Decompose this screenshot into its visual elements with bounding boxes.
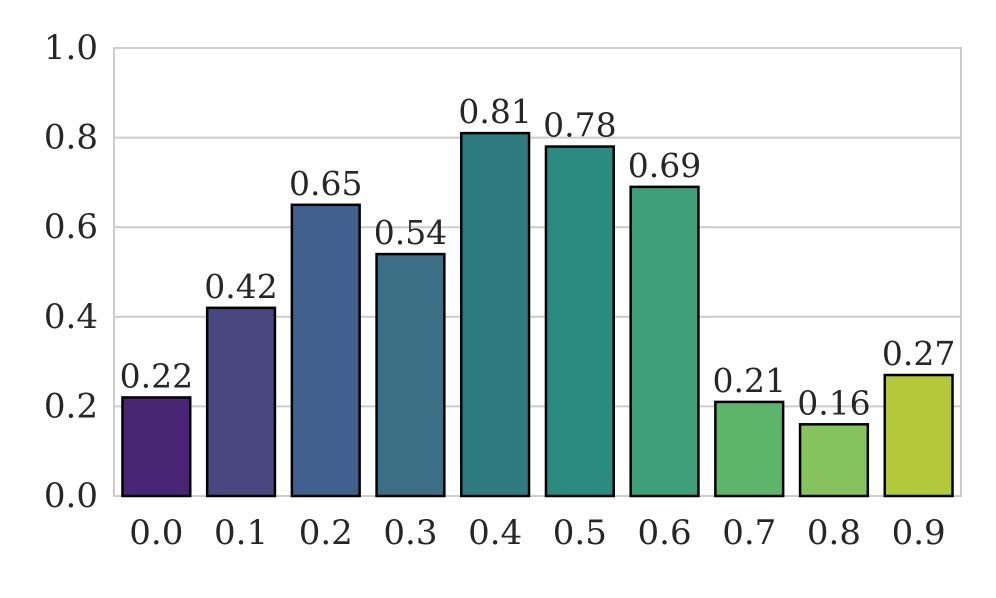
data-label: 0.21 <box>713 361 786 400</box>
bar-0.7 <box>714 400 785 498</box>
bar-0.2 <box>290 203 361 498</box>
y-tick-label: 0.6 <box>44 207 98 247</box>
y-tick-label: 0.8 <box>44 118 98 158</box>
x-tick-label: 0.8 <box>807 513 861 553</box>
data-label: 0.27 <box>882 334 955 373</box>
x-tick-label: 0.4 <box>468 513 522 553</box>
x-tick-label: 0.2 <box>299 513 353 553</box>
data-label: 0.42 <box>204 267 277 306</box>
data-label: 0.78 <box>543 106 616 145</box>
x-tick-label: 0.1 <box>214 513 268 553</box>
plot-frame <box>113 47 962 497</box>
x-tick-label: 0.3 <box>383 513 437 553</box>
data-label: 0.81 <box>458 92 531 131</box>
x-tick-label: 0.6 <box>638 513 692 553</box>
data-labels: 0.22 0.42 0.65 0.54 0.81 0.78 0.69 0.21 0.16 0.27 <box>120 92 956 422</box>
data-label: 0.16 <box>797 383 870 422</box>
bar-0.0 <box>121 396 192 498</box>
data-label: 0.22 <box>120 356 193 395</box>
x-tick-label: 0.0 <box>129 513 183 553</box>
bar-0.3 <box>375 252 446 498</box>
bar-0.8 <box>798 423 870 498</box>
x-tick-label: 0.7 <box>722 513 776 553</box>
x-tick-label: 0.5 <box>553 513 607 553</box>
bars <box>121 131 954 498</box>
bar-0.9 <box>883 373 954 498</box>
y-tick-label: 0.2 <box>44 386 98 426</box>
data-label: 0.54 <box>374 213 447 252</box>
bar-0.4 <box>460 131 531 498</box>
bar-0.1 <box>205 306 277 498</box>
data-label: 0.69 <box>628 146 701 185</box>
y-tick-label: 0.4 <box>44 297 98 337</box>
y-tick-label: 0.0 <box>44 476 98 516</box>
x-axis-ticks: 0.0 0.1 0.2 0.3 0.4 0.5 0.6 0.7 0.8 0.9 <box>129 513 945 553</box>
x-tick-label: 0.9 <box>892 513 946 553</box>
bar-0.6 <box>629 185 700 498</box>
y-axis-ticks: 0.0 0.2 0.4 0.6 0.8 1.0 <box>44 28 98 516</box>
data-label: 0.65 <box>289 164 362 203</box>
y-tick-label: 1.0 <box>44 28 98 68</box>
bar-0.5 <box>544 145 615 498</box>
